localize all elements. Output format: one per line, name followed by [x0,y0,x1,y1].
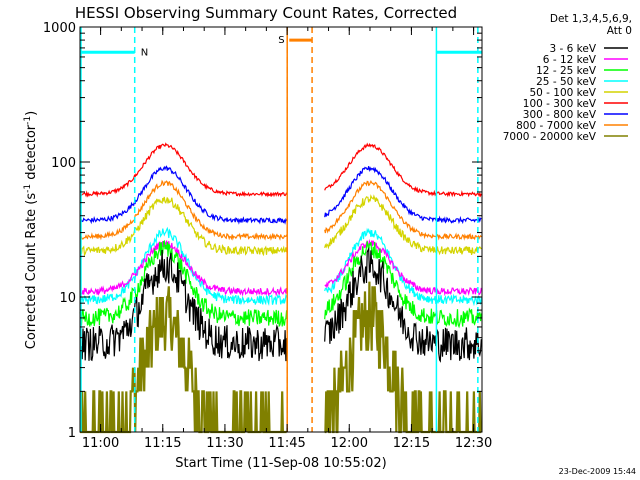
y-tick-label: 10 [59,291,76,306]
series-line-5-seg-0 [79,142,288,198]
series-line-3-seg-1 [324,227,482,307]
series-line-1-seg-1 [324,238,482,297]
annotation-label: N [141,47,148,58]
series-line-6-seg-1 [324,166,482,225]
series-line-0-seg-0 [79,249,288,362]
series-line-8-seg-0 [80,286,287,434]
legend-entry-label: 300 - 800 keV [523,109,597,121]
x-tick-label: 11:00 [82,436,119,451]
plot-frame [79,26,483,433]
chart-title: HESSI Observing Summary Count Rates, Cor… [75,4,457,22]
series-line-1-seg-0 [79,240,288,297]
legend-entry-label: 3 - 6 keV [549,43,596,55]
series-line-6-seg-0 [79,165,288,225]
legend-entry-label: 25 - 50 keV [536,76,597,88]
x-tick-label: 12:30 [455,436,492,451]
x-tick-label: 12:00 [331,436,368,451]
series-line-3-seg-0 [79,226,288,307]
axes-layer: 11:00 11:15 11:30 11:45 12:00 12:15 12:30 1 10 10… [43,21,492,451]
series-line-4-seg-0 [79,196,288,257]
footer-timestamp: 23-Dec-2009 15:44 [559,467,636,476]
series-line-7-seg-0 [79,179,288,241]
marks-layer: NS [79,27,482,434]
series-line-4-seg-1 [324,194,482,256]
series-line-0-seg-1 [324,246,482,363]
series-line-2-seg-1 [324,241,482,329]
y-tick-label: 1000 [43,21,76,36]
series-line-2-seg-0 [79,239,288,328]
legend-entry-label: 100 - 300 keV [523,98,597,110]
x-tick-label: 11:30 [206,436,243,451]
y-tick-label: 1 [68,426,76,441]
legend-entry-label: 800 - 7000 keV [516,120,597,132]
legend-entry-label: 7000 - 20000 keV [503,131,597,143]
x-tick-label: 12:15 [393,436,430,451]
annotation-label: S [278,35,284,46]
legend-title-line: Det 1,3,4,5,6,9, [550,13,632,25]
x-axis-label: Start Time (11-Sep-08 10:55:02) [175,456,386,471]
x-tick-label: 11:15 [144,436,181,451]
legend-entry-label: 12 - 25 keV [536,65,597,77]
y-tick-label: 100 [51,156,76,171]
legend-entry-label: 6 - 12 keV [543,54,597,66]
series-line-7-seg-1 [324,180,482,241]
legend-title-line: Att 0 [607,25,632,37]
legend-entry-label: 50 - 100 keV [529,87,596,99]
y-axis-label: Corrected Count Rate (s-1 detector-1) [23,111,39,349]
series-line-5-seg-1 [324,142,482,198]
x-tick-label: 11:45 [268,436,305,451]
